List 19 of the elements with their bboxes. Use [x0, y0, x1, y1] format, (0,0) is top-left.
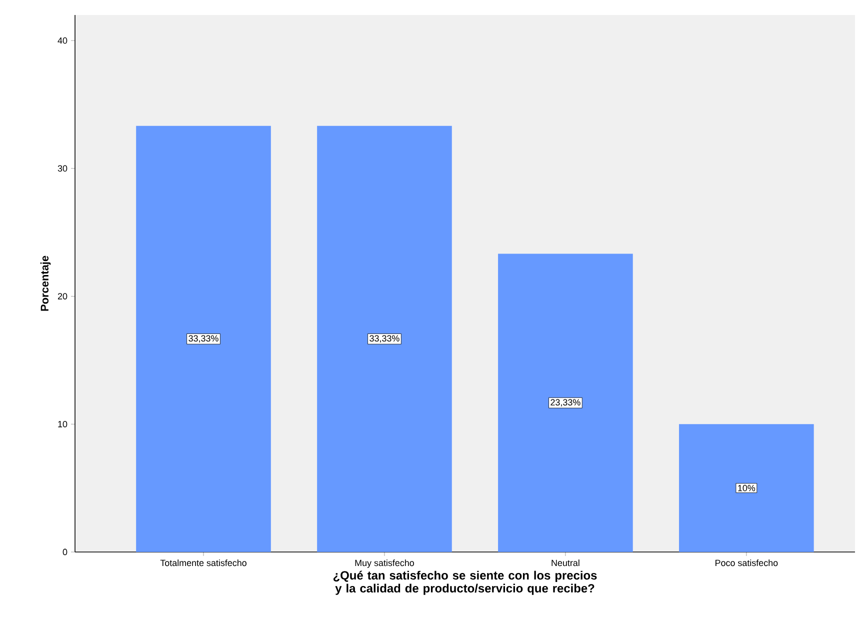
y-axis-title: Porcentaje	[40, 256, 51, 311]
x-tick-label: Totalmente satisfecho	[160, 560, 246, 566]
bar	[679, 424, 814, 552]
data-label: 23,33%	[550, 399, 580, 407]
x-tick-label: Muy satisfecho	[355, 560, 414, 568]
x-axis-title: ¿Qué tan satisfecho se siente con los precios y la calidad de producto/servicio que recibe?	[333, 570, 597, 595]
data-label: 10%	[738, 484, 756, 492]
y-tick-label: 20	[58, 293, 68, 300]
y-tick-label: 40	[58, 37, 68, 44]
y-tick-label: 30	[58, 165, 68, 172]
bar	[498, 254, 633, 552]
data-label: 33,33%	[188, 335, 218, 343]
bar	[317, 126, 452, 552]
y-tick-label: 10	[58, 420, 68, 428]
bar	[136, 126, 271, 552]
y-tick-label: 0	[62, 548, 68, 556]
x-tick-label: Poco satisfecho	[716, 560, 778, 566]
data-label: 33,33%	[370, 335, 400, 343]
x-tick-label: Neutral	[552, 560, 580, 566]
